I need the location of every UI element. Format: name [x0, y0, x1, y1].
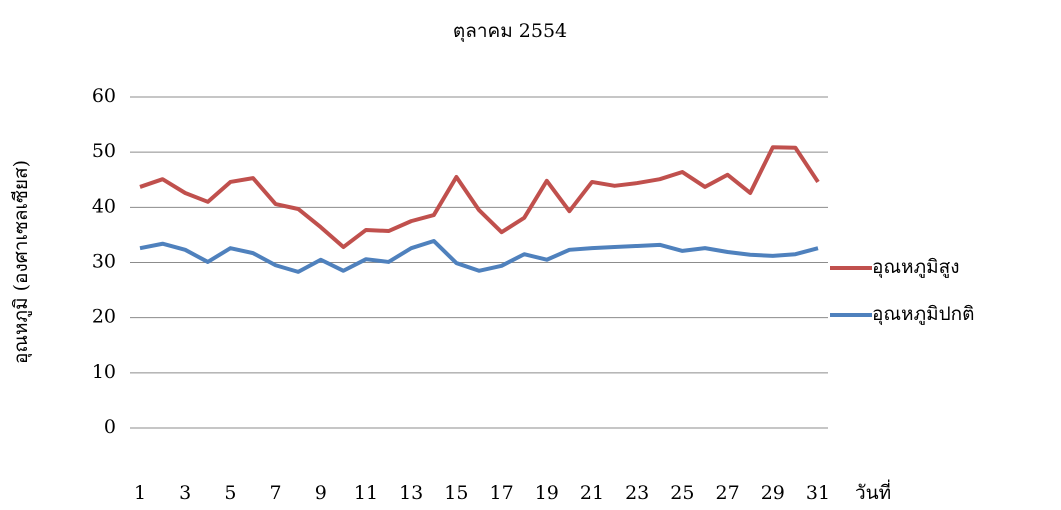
- x-tick-label: 29: [761, 482, 785, 504]
- x-tick-label: 13: [399, 482, 423, 504]
- x-axis-label: วันที่: [855, 479, 891, 504]
- y-tick-label: 40: [92, 195, 116, 217]
- x-tick-label: 3: [179, 482, 191, 504]
- data-line: [139, 145, 820, 250]
- y-tick-label: 50: [92, 140, 116, 162]
- x-tick-label: 17: [490, 482, 514, 504]
- x-tick-label: 9: [315, 482, 327, 504]
- x-tick-label: 19: [535, 482, 559, 504]
- legend-label: อุณหภูมิสูง: [872, 256, 960, 279]
- y-tick-label: 20: [92, 306, 116, 328]
- data-line: [139, 238, 819, 274]
- x-tick-label: 7: [270, 482, 282, 504]
- x-tick-label: 15: [444, 482, 468, 504]
- y-tick-label: 30: [92, 251, 116, 273]
- x-tick-label: 25: [670, 482, 694, 504]
- legend-label: อุณหภูมิปกติ: [872, 303, 975, 326]
- chart-title: ตุลาคม 2554: [453, 20, 567, 43]
- x-tick-label: 1: [134, 482, 146, 504]
- x-tick-label: 21: [580, 482, 604, 504]
- y-tick-label: 60: [92, 85, 116, 107]
- y-axis-label: อุณหภูมิ (องศาเซลเซียส): [10, 160, 33, 364]
- x-tick-label: 5: [224, 482, 236, 504]
- x-tick-label: 27: [716, 482, 740, 504]
- y-tick-label: 10: [92, 361, 116, 383]
- y-tick-label: 0: [104, 416, 116, 438]
- x-tick-label: 11: [354, 482, 378, 504]
- x-tick-label: 31: [806, 482, 830, 504]
- x-tick-label: 23: [625, 482, 649, 504]
